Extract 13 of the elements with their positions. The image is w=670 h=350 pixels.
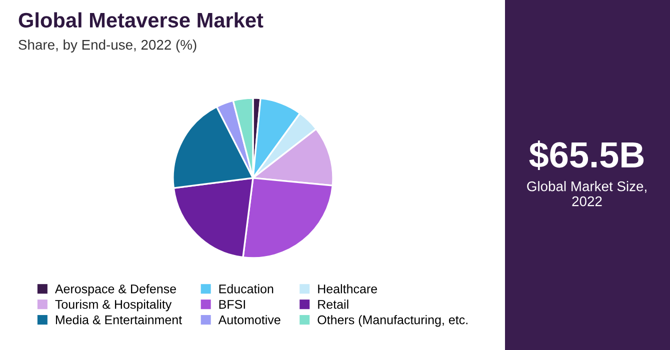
legend-label: Tourism & Hospitality bbox=[55, 300, 172, 312]
text: Global Market Size, 2022 bbox=[527, 181, 646, 206]
legend-label: Media & Entertainment bbox=[56, 315, 182, 324]
legend-label: Others (Manufacturing, etc. bbox=[318, 315, 468, 327]
legend-label: Automotive bbox=[218, 315, 280, 324]
legend-label: Retail bbox=[318, 300, 348, 309]
text: $65.5B bbox=[529, 140, 644, 170]
chart-title: Global Metaverse Market bbox=[18, 12, 264, 28]
legend-label: BFSI bbox=[219, 300, 245, 309]
legend-label: Aerospace & Defense bbox=[54, 284, 176, 296]
chart-subtitle: Share, by End-use, 2022 (%) bbox=[18, 40, 196, 52]
legend-label: Education bbox=[219, 284, 274, 294]
legend-label: Healthcare bbox=[318, 284, 378, 294]
